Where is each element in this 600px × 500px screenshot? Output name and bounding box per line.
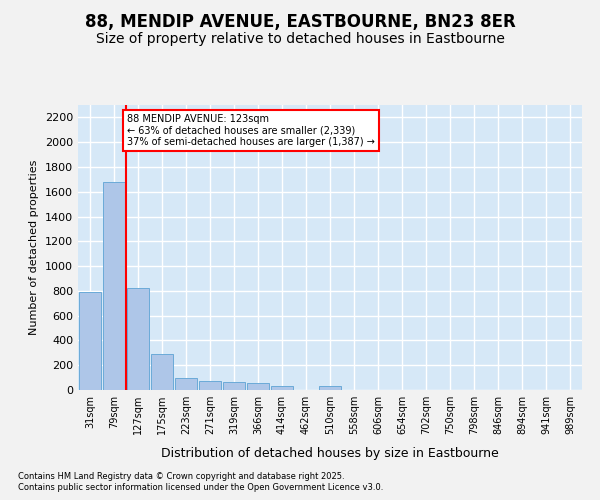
Bar xyxy=(199,382,221,390)
Bar xyxy=(319,386,341,390)
Bar xyxy=(175,378,197,390)
Text: 88 MENDIP AVENUE: 123sqm
← 63% of detached houses are smaller (2,339)
37% of sem: 88 MENDIP AVENUE: 123sqm ← 63% of detach… xyxy=(127,114,375,147)
Y-axis label: Number of detached properties: Number of detached properties xyxy=(29,160,40,335)
Bar xyxy=(223,382,245,390)
Text: Contains HM Land Registry data © Crown copyright and database right 2025.: Contains HM Land Registry data © Crown c… xyxy=(18,472,344,481)
Bar xyxy=(271,386,293,390)
Bar xyxy=(103,182,125,390)
Bar xyxy=(79,292,101,390)
Bar xyxy=(151,354,173,390)
Text: 88, MENDIP AVENUE, EASTBOURNE, BN23 8ER: 88, MENDIP AVENUE, EASTBOURNE, BN23 8ER xyxy=(85,12,515,30)
Text: Size of property relative to detached houses in Eastbourne: Size of property relative to detached ho… xyxy=(95,32,505,46)
Bar xyxy=(127,288,149,390)
Bar xyxy=(247,383,269,390)
Text: Distribution of detached houses by size in Eastbourne: Distribution of detached houses by size … xyxy=(161,448,499,460)
Text: Contains public sector information licensed under the Open Government Licence v3: Contains public sector information licen… xyxy=(18,484,383,492)
